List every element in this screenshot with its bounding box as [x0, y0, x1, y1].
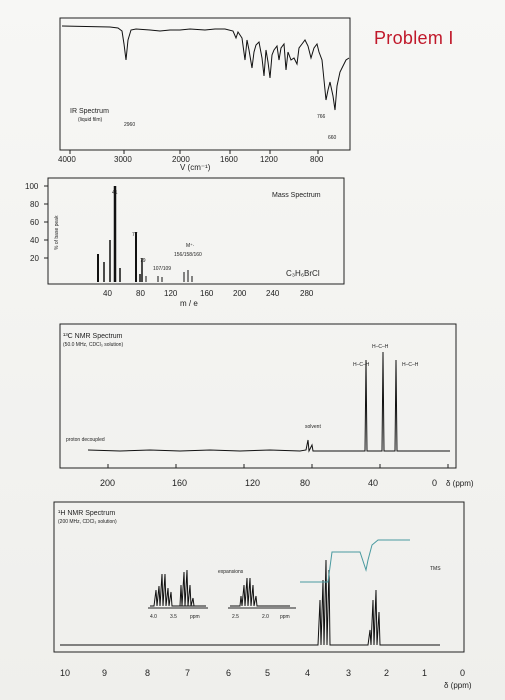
- c13-x-tick-label: 40: [368, 478, 378, 488]
- h1-exp2-tick: ppm: [280, 614, 290, 620]
- ms-x-tick-label: 40: [103, 289, 112, 298]
- ms-y-tick-label: 60: [30, 218, 39, 227]
- h1-x-tick-label: 6: [226, 668, 231, 678]
- c13-x-tick-label: 160: [172, 478, 187, 488]
- problem-title: Problem I: [374, 28, 454, 48]
- ir-x-tick-label: 1600: [220, 155, 238, 164]
- ms-peak-label-79: 79: [140, 258, 146, 264]
- h1-title: ¹H NMR Spectrum: [58, 510, 115, 517]
- ms-y-tick-label: 100: [25, 182, 39, 191]
- ms-x-tick-label: 280: [300, 289, 314, 298]
- ms-formula: C₃H₆BrCl: [286, 269, 320, 278]
- ms-y-tick-label: 20: [30, 254, 39, 263]
- ir-spectrum-panel: IR Spectrum (liquid film) 2960 766 660 4…: [58, 17, 351, 172]
- ms-peak-label-41: 41: [112, 190, 118, 196]
- ms-peaks: [97, 186, 193, 282]
- h1-x-tick-label: 8: [145, 668, 150, 678]
- ms-title: Mass Spectrum: [272, 192, 321, 199]
- ir-peak-label-766: 766: [317, 114, 326, 120]
- ms-peak-label-77: 77: [132, 232, 138, 238]
- ms-y-tick-label: 40: [30, 236, 39, 245]
- h1-expansions-label: expansions: [218, 569, 244, 575]
- ir-x-tick-label: 4000: [58, 155, 76, 164]
- ms-x-tick-label: 160: [200, 289, 214, 298]
- ir-frame: [59, 17, 351, 151]
- h1-main-trace: [60, 559, 440, 646]
- h1-x-tick-label: 9: [102, 668, 107, 678]
- ir-title: IR Spectrum: [70, 108, 109, 115]
- ir-subtitle: (liquid film): [78, 117, 103, 123]
- h1-tms-label: TMS: [430, 566, 441, 572]
- ir-trace: [61, 25, 350, 111]
- ir-peak-label-660: 660: [328, 135, 337, 141]
- c13-decoupled-label: proton decoupled: [66, 437, 105, 443]
- ms-y-ticks: [44, 185, 48, 259]
- c13-x-ticks: [60, 464, 456, 469]
- c13-fragment-1: H–C–H: [372, 344, 389, 350]
- h1-x-tick-label: 7: [185, 668, 190, 678]
- ir-x-tick-label: 2000: [172, 155, 190, 164]
- ir-x-tick-label: 3000: [114, 155, 132, 164]
- c13-baseline: [87, 351, 450, 453]
- h1-subtitle: (200 MHz, CDCl₃ solution): [58, 519, 117, 525]
- c13-title: ¹³C NMR Spectrum: [63, 333, 123, 340]
- h1-x-tick-label: 2: [384, 668, 389, 678]
- c13-x-tick-label: 200: [100, 478, 115, 488]
- h1-x-tick-label: 0: [460, 668, 465, 678]
- c13-fragment-3: H–C–H: [402, 362, 419, 368]
- mass-spectrum-panel: 100 80 60 40 20 % of base peak: [25, 177, 345, 308]
- ms-x-tick-label: 200: [233, 289, 247, 298]
- h1-x-tick-label: 1: [422, 668, 427, 678]
- ms-peak-label-107-109: 107/109: [153, 266, 171, 272]
- ms-y-tick-label: 80: [30, 200, 39, 209]
- c13-unit: δ (ppm): [446, 479, 474, 488]
- ms-x-tick-label: 80: [136, 289, 145, 298]
- h1-expansion-2: 2.5 2.0 ppm: [228, 577, 296, 620]
- c13-subtitle: (50.0 MHz, CDCl₃ solution): [63, 342, 123, 348]
- ms-x-axis-label: m / e: [180, 299, 198, 308]
- h1-nmr-panel: ¹H NMR Spectrum (200 MHz, CDCl₃ solution…: [53, 501, 472, 690]
- h1-x-tick-label: 5: [265, 668, 270, 678]
- h1-exp2-tick: 2.0: [262, 614, 269, 620]
- c13-nmr-panel: ¹³C NMR Spectrum (50.0 MHz, CDCl₃ soluti…: [59, 323, 474, 488]
- h1-exp1-tick: 3.5: [170, 614, 177, 620]
- h1-exp2-tick: 2.5: [232, 614, 239, 620]
- ms-molecular-ion-label: M⁺·: [186, 243, 195, 249]
- h1-integral-trace: [300, 539, 410, 583]
- h1-expansion-1: 4.0 3.5 ppm: [148, 569, 208, 620]
- c13-x-tick-label: 80: [300, 478, 310, 488]
- c13-solvent-label: solvent: [305, 424, 321, 430]
- h1-x-tick-label: 10: [60, 668, 70, 678]
- ir-peak-label-2960: 2960: [124, 122, 135, 128]
- h1-exp1-tick: ppm: [190, 614, 200, 620]
- ir-x-tick-label: 800: [310, 155, 324, 164]
- h1-exp1-tick: 4.0: [150, 614, 157, 620]
- c13-fragment-2: H–C–H: [353, 362, 370, 368]
- c13-x-tick-label: 120: [245, 478, 260, 488]
- ir-x-ticks: [69, 150, 319, 154]
- h1-x-tick-label: 4: [305, 668, 310, 678]
- ir-x-tick-label: 1200: [260, 155, 278, 164]
- ms-x-tick-label: 240: [266, 289, 280, 298]
- c13-x-tick-label: 0: [432, 478, 437, 488]
- h1-unit: δ (ppm): [444, 681, 472, 690]
- ms-x-tick-label: 120: [164, 289, 178, 298]
- ms-molecular-ion-values: 156/158/160: [174, 252, 202, 258]
- ir-x-axis-label: V (cm⁻¹): [180, 163, 211, 172]
- h1-x-tick-label: 3: [346, 668, 351, 678]
- ms-frame: [47, 177, 345, 285]
- ms-y-axis-label: % of base peak: [54, 215, 60, 250]
